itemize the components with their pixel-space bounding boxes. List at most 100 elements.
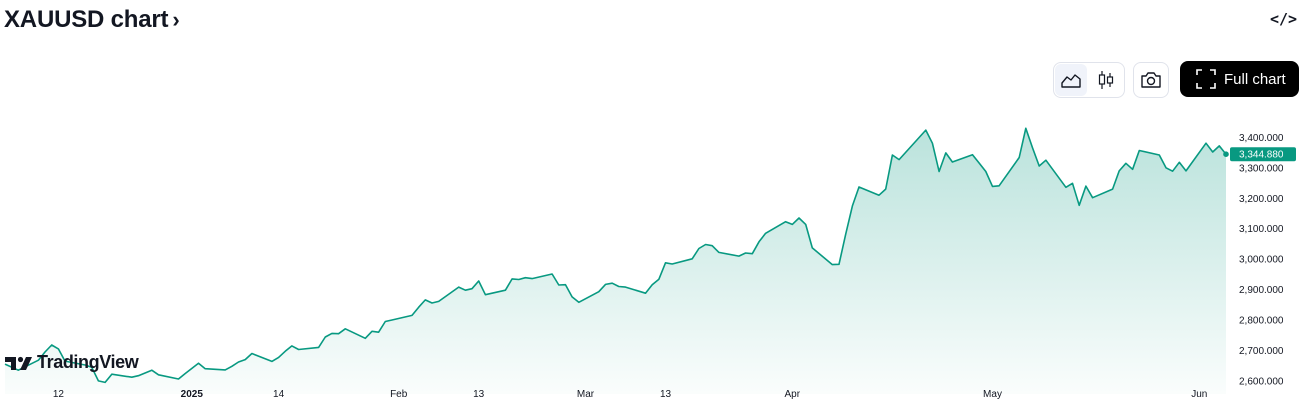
price-point xyxy=(1171,169,1175,173)
price-point xyxy=(937,170,941,174)
price-point xyxy=(570,295,574,299)
embed-code-button[interactable]: </> xyxy=(1270,10,1297,28)
x-tick-label: 2025 xyxy=(181,389,204,400)
price-point xyxy=(564,283,568,287)
price-point xyxy=(390,318,394,322)
x-tick-label: 13 xyxy=(473,389,485,400)
price-point xyxy=(1124,161,1128,165)
price-point xyxy=(197,361,201,365)
chevron-right-icon: › xyxy=(172,7,179,33)
last-price-dot xyxy=(1223,151,1229,157)
price-point xyxy=(1117,169,1121,173)
area-chart-button[interactable] xyxy=(1055,64,1087,96)
price-point xyxy=(944,151,948,155)
price-point xyxy=(650,283,654,287)
price-point xyxy=(830,263,834,267)
price-point xyxy=(1037,164,1041,168)
price-point xyxy=(804,222,808,226)
price-point xyxy=(1157,153,1161,157)
price-point xyxy=(890,153,894,157)
camera-icon xyxy=(1140,71,1162,89)
price-point xyxy=(1024,126,1028,130)
price-area-fill xyxy=(5,128,1226,394)
price-point xyxy=(1064,185,1068,189)
price-point xyxy=(897,158,901,162)
price-point xyxy=(550,272,554,276)
price-point xyxy=(697,247,701,251)
x-tick-label: Apr xyxy=(785,389,801,400)
price-point xyxy=(277,355,281,359)
price-point xyxy=(877,193,881,197)
price-point xyxy=(757,240,761,244)
price-point xyxy=(717,250,721,254)
price-point xyxy=(750,252,754,256)
price-point xyxy=(103,380,107,384)
price-point xyxy=(370,329,374,333)
price-point xyxy=(971,153,975,157)
price-point xyxy=(850,204,854,208)
price-point xyxy=(323,335,327,339)
price-point xyxy=(503,288,507,292)
price-point xyxy=(784,220,788,224)
chart-title-link[interactable]: XAUUSD chart › xyxy=(4,6,180,34)
area-chart-icon xyxy=(1061,72,1081,88)
price-point xyxy=(1071,181,1075,185)
full-chart-label: Full chart xyxy=(1224,71,1286,88)
price-point xyxy=(1164,166,1168,170)
screenshot-button[interactable] xyxy=(1133,62,1169,98)
tradingview-watermark[interactable]: TradingView xyxy=(5,352,138,373)
x-tick-label: 14 xyxy=(273,389,285,400)
y-tick-label: 2,900.000 xyxy=(1239,285,1284,296)
chart-style-switcher xyxy=(1053,62,1125,98)
price-point xyxy=(437,299,441,303)
y-tick-label: 2,600.000 xyxy=(1239,376,1284,387)
y-tick-label: 3,300.000 xyxy=(1239,163,1284,174)
price-point xyxy=(744,251,748,255)
tradingview-wordmark: TradingView xyxy=(37,352,138,373)
price-point xyxy=(477,279,481,283)
price-point xyxy=(130,375,134,379)
price-point xyxy=(223,368,227,372)
price-point xyxy=(510,277,514,281)
candlestick-chart-button[interactable] xyxy=(1090,64,1122,96)
price-point xyxy=(337,332,341,336)
price-point xyxy=(624,285,628,289)
x-tick-label: 13 xyxy=(660,389,672,400)
full-chart-button[interactable]: Full chart xyxy=(1180,61,1299,97)
price-point xyxy=(764,231,768,235)
price-point xyxy=(270,359,274,363)
y-tick-label: 3,200.000 xyxy=(1239,194,1284,205)
price-point xyxy=(377,330,381,334)
price-point xyxy=(283,349,287,353)
price-point xyxy=(150,368,154,372)
price-point xyxy=(203,367,207,371)
price-point xyxy=(930,141,934,145)
price-point xyxy=(523,276,527,280)
price-point xyxy=(857,185,861,189)
tradingview-logo-icon xyxy=(5,355,35,371)
price-chart[interactable]: 2,600.000 2,700.000 2,800.000 2,900.000 3,00… xyxy=(0,100,1314,419)
price-point xyxy=(810,246,814,250)
chart-title[interactable]: XAUUSD chart xyxy=(4,6,168,34)
price-point xyxy=(1204,141,1208,145)
price-point xyxy=(230,364,234,368)
price-point xyxy=(844,232,848,236)
y-tick-label: 3,000.000 xyxy=(1239,255,1284,266)
price-point xyxy=(991,184,995,188)
x-tick-label: May xyxy=(983,389,1002,400)
x-tick-label: Jun xyxy=(1191,389,1207,400)
price-point xyxy=(423,298,427,302)
price-point xyxy=(343,327,347,331)
candlestick-icon xyxy=(1097,70,1115,90)
price-point xyxy=(317,345,321,349)
price-point xyxy=(950,160,954,164)
price-point xyxy=(597,290,601,294)
price-point xyxy=(1111,187,1115,191)
price-point xyxy=(483,293,487,297)
price-point xyxy=(790,222,794,226)
y-tick-label: 3,400.000 xyxy=(1239,133,1284,144)
price-point xyxy=(463,288,467,292)
fullscreen-icon xyxy=(1196,69,1216,89)
price-point xyxy=(604,282,608,286)
price-point xyxy=(417,305,421,309)
